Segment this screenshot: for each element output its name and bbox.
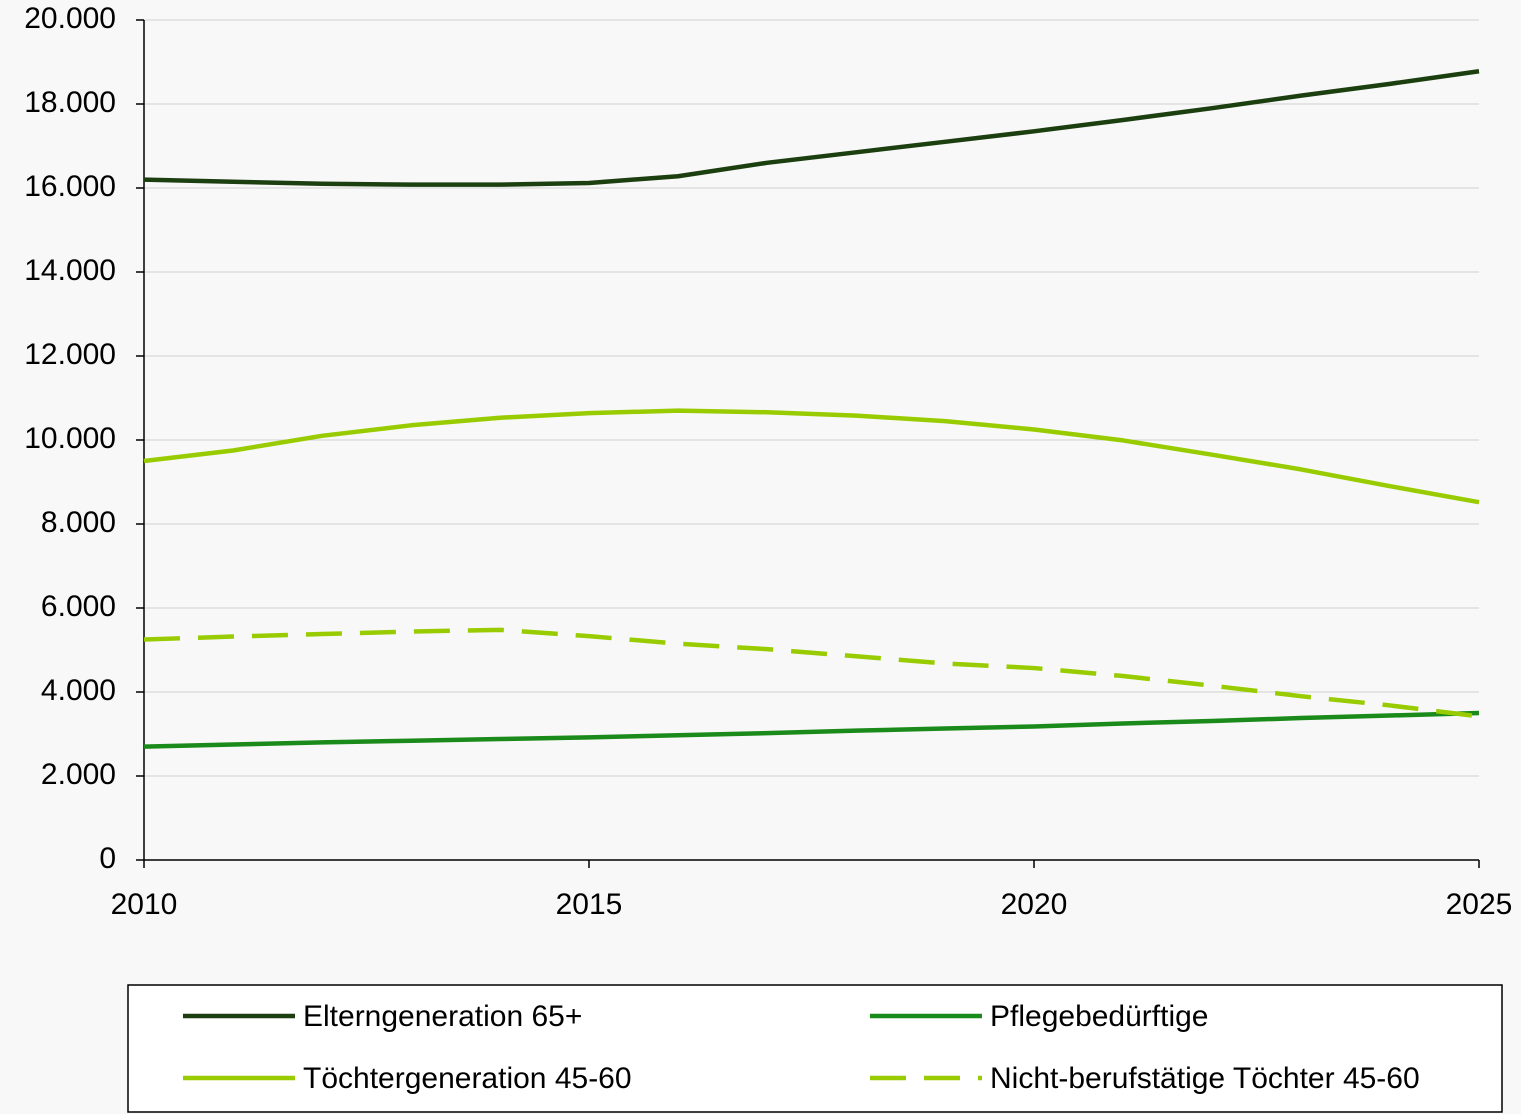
legend-label: Elterngeneration 65+ [303,1000,582,1033]
y-tick-label: 2.000 [41,758,116,791]
y-tick-label: 20.000 [24,2,116,35]
x-tick-label: 2015 [556,888,623,921]
legend-label: Nicht-berufstätige Töchter 45-60 [990,1062,1420,1095]
y-tick-label: 8.000 [41,506,116,539]
series-line [143,69,1480,187]
legend-box [127,984,1503,1113]
x-tick-label: 2025 [1446,888,1513,921]
y-tick-label: 16.000 [24,170,116,203]
legend-label: Pflegebedürftige [990,1000,1209,1033]
y-tick-label: 14.000 [24,254,116,287]
y-tick-label: 4.000 [41,674,116,707]
y-tick-label: 6.000 [41,590,116,623]
series-line [143,408,1480,505]
series-line [143,710,1480,749]
series-line [143,627,1480,719]
y-tick-label: 0 [99,842,116,875]
legend-label: Töchtergeneration 45-60 [303,1062,632,1095]
x-tick-label: 2010 [111,888,178,921]
y-tick-label: 18.000 [24,86,116,119]
y-tick-label: 12.000 [24,338,116,371]
y-tick-label: 10.000 [24,422,116,455]
x-tick-label: 2020 [1001,888,1068,921]
